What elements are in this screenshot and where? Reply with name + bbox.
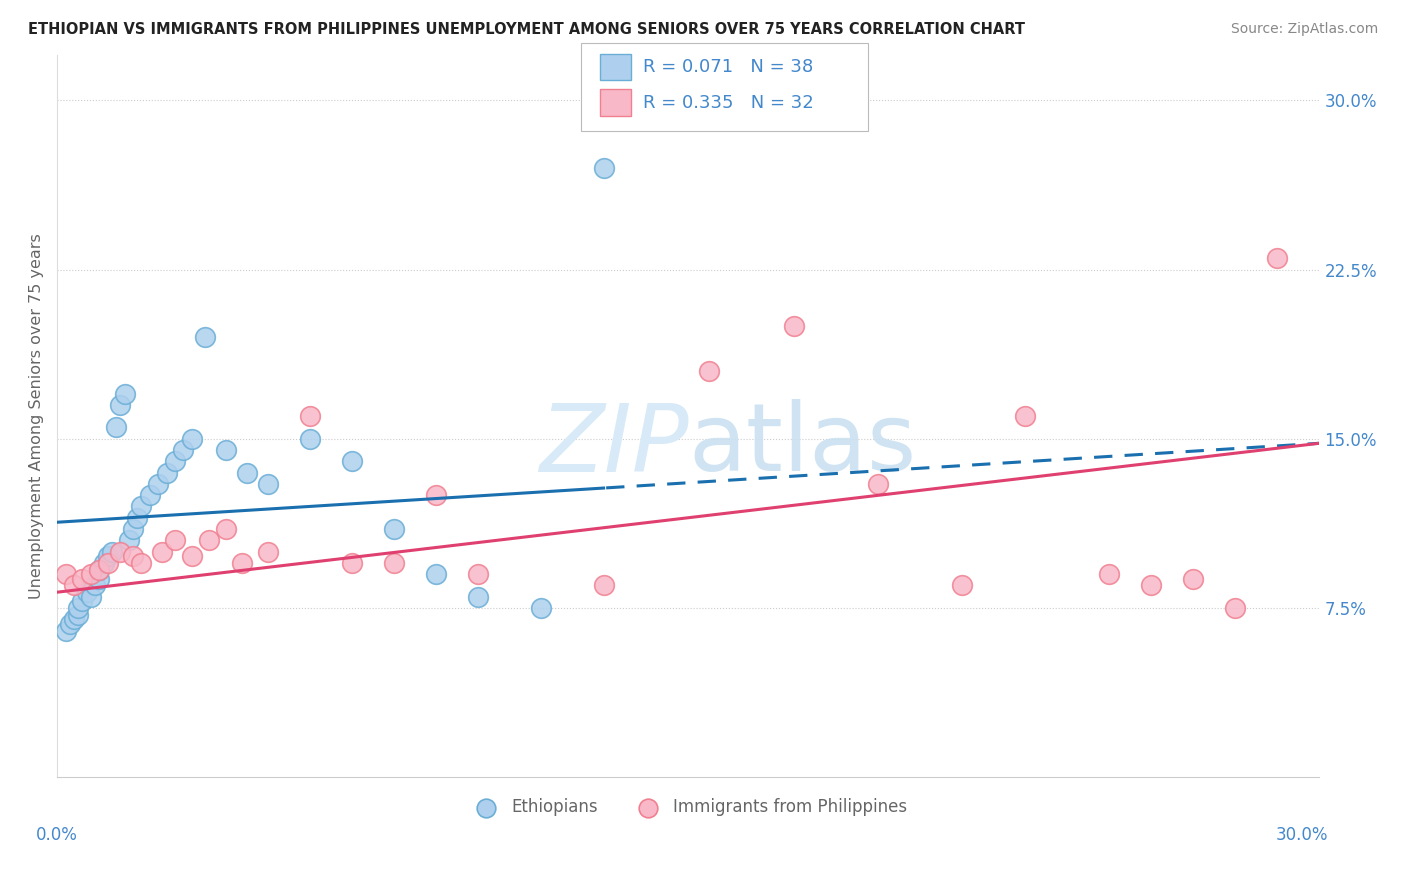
Point — [110, 544, 132, 558]
Point — [131, 556, 153, 570]
Point — [76, 585, 98, 599]
Text: R = 0.335   N = 32: R = 0.335 N = 32 — [643, 94, 813, 112]
Point — [256, 544, 278, 558]
Point — [467, 567, 489, 582]
Point — [231, 556, 253, 570]
Point — [593, 161, 616, 175]
Point — [214, 522, 236, 536]
Point — [1014, 409, 1036, 424]
Point — [152, 544, 174, 558]
Point — [67, 607, 90, 622]
Point — [382, 556, 405, 570]
Point — [165, 533, 187, 548]
Point — [63, 578, 86, 592]
Point — [214, 443, 236, 458]
Point — [467, 590, 489, 604]
Text: 30.0%: 30.0% — [1275, 826, 1327, 845]
Point — [105, 420, 128, 434]
Text: ETHIOPIAN VS IMMIGRANTS FROM PHILIPPINES UNEMPLOYMENT AMONG SENIORS OVER 75 YEAR: ETHIOPIAN VS IMMIGRANTS FROM PHILIPPINES… — [28, 22, 1025, 37]
Text: ZIP: ZIP — [538, 400, 689, 491]
Point — [67, 601, 90, 615]
Point — [382, 522, 405, 536]
Point — [110, 398, 132, 412]
Point — [118, 533, 141, 548]
Point — [782, 318, 804, 333]
Point — [1225, 601, 1247, 615]
Point — [80, 567, 103, 582]
Point — [72, 594, 94, 608]
Point — [1140, 578, 1163, 592]
Point — [256, 476, 278, 491]
Point — [530, 601, 553, 615]
Point — [59, 616, 82, 631]
Text: atlas: atlas — [689, 399, 917, 491]
Point — [235, 466, 257, 480]
Point — [93, 556, 115, 570]
Point — [101, 544, 124, 558]
Point — [699, 364, 721, 378]
Point — [950, 578, 973, 592]
Point — [1267, 251, 1289, 265]
Point — [180, 432, 202, 446]
Point — [131, 500, 153, 514]
Point — [148, 476, 170, 491]
Point — [156, 466, 179, 480]
Text: 0.0%: 0.0% — [37, 826, 79, 845]
Point — [593, 578, 616, 592]
Point — [298, 432, 321, 446]
Point — [197, 533, 219, 548]
Point — [72, 572, 94, 586]
Point — [63, 612, 86, 626]
Point — [89, 563, 111, 577]
Point — [193, 330, 215, 344]
Point — [97, 556, 120, 570]
Point — [340, 556, 363, 570]
Point — [55, 624, 77, 638]
Point — [55, 567, 77, 582]
Point — [165, 454, 187, 468]
Point — [97, 549, 120, 563]
Point — [172, 443, 194, 458]
Point — [1098, 567, 1121, 582]
Point — [122, 549, 145, 563]
Point — [139, 488, 162, 502]
Point — [866, 476, 889, 491]
Point — [89, 563, 111, 577]
Text: Source: ZipAtlas.com: Source: ZipAtlas.com — [1230, 22, 1378, 37]
Text: R = 0.071   N = 38: R = 0.071 N = 38 — [643, 58, 813, 76]
Point — [122, 522, 145, 536]
Point — [425, 488, 447, 502]
Point — [89, 572, 111, 586]
Point — [298, 409, 321, 424]
Y-axis label: Unemployment Among Seniors over 75 years: Unemployment Among Seniors over 75 years — [30, 234, 44, 599]
Point — [180, 549, 202, 563]
Point — [425, 567, 447, 582]
Point — [340, 454, 363, 468]
Point — [1182, 572, 1205, 586]
Point — [80, 590, 103, 604]
Legend: Ethiopians, Immigrants from Philippines: Ethiopians, Immigrants from Philippines — [463, 792, 914, 823]
Point — [127, 510, 149, 524]
Point — [84, 578, 107, 592]
Point — [114, 386, 136, 401]
